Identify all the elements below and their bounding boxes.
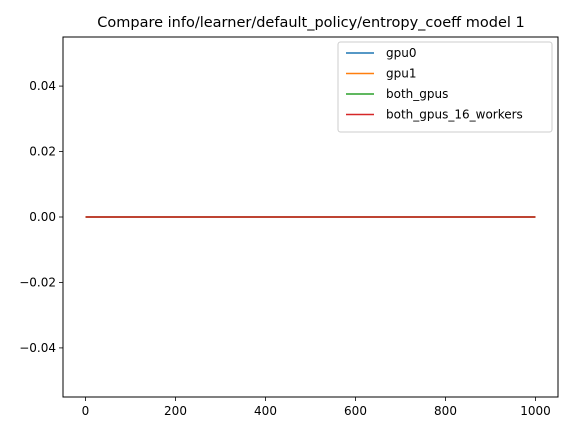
x-tick-label: 600	[344, 404, 367, 418]
y-tick-label: −0.04	[19, 341, 56, 355]
legend: gpu0 gpu1 both_gpus both_gpus_16_workers	[337, 41, 553, 133]
y-tick-label: 0.00	[29, 210, 56, 224]
y-tick-label: 0.04	[29, 79, 56, 93]
legend-label: both_gpus_16_workers	[386, 108, 523, 122]
x-tick-label: 1000	[520, 404, 551, 418]
legend-box	[337, 41, 553, 133]
x-tick-label: 800	[434, 404, 457, 418]
x-tick-label: 400	[254, 404, 277, 418]
legend-label: gpu1	[386, 67, 416, 81]
plot-area	[62, 36, 559, 398]
x-tick-label: 0	[82, 404, 90, 418]
chart-title: Compare info/learner/default_policy/entr…	[97, 15, 525, 31]
x-tick-label: 200	[164, 404, 187, 418]
y-tick-label: −0.02	[19, 275, 56, 289]
legend-label: both_gpus	[386, 87, 448, 101]
legend-label: gpu0	[386, 46, 416, 60]
y-axis: −0.04 −0.02 0.00 0.02 0.04	[19, 79, 63, 355]
y-tick-label: 0.02	[29, 145, 56, 159]
x-axis: 0 200 400 600 800 1000	[82, 397, 551, 418]
